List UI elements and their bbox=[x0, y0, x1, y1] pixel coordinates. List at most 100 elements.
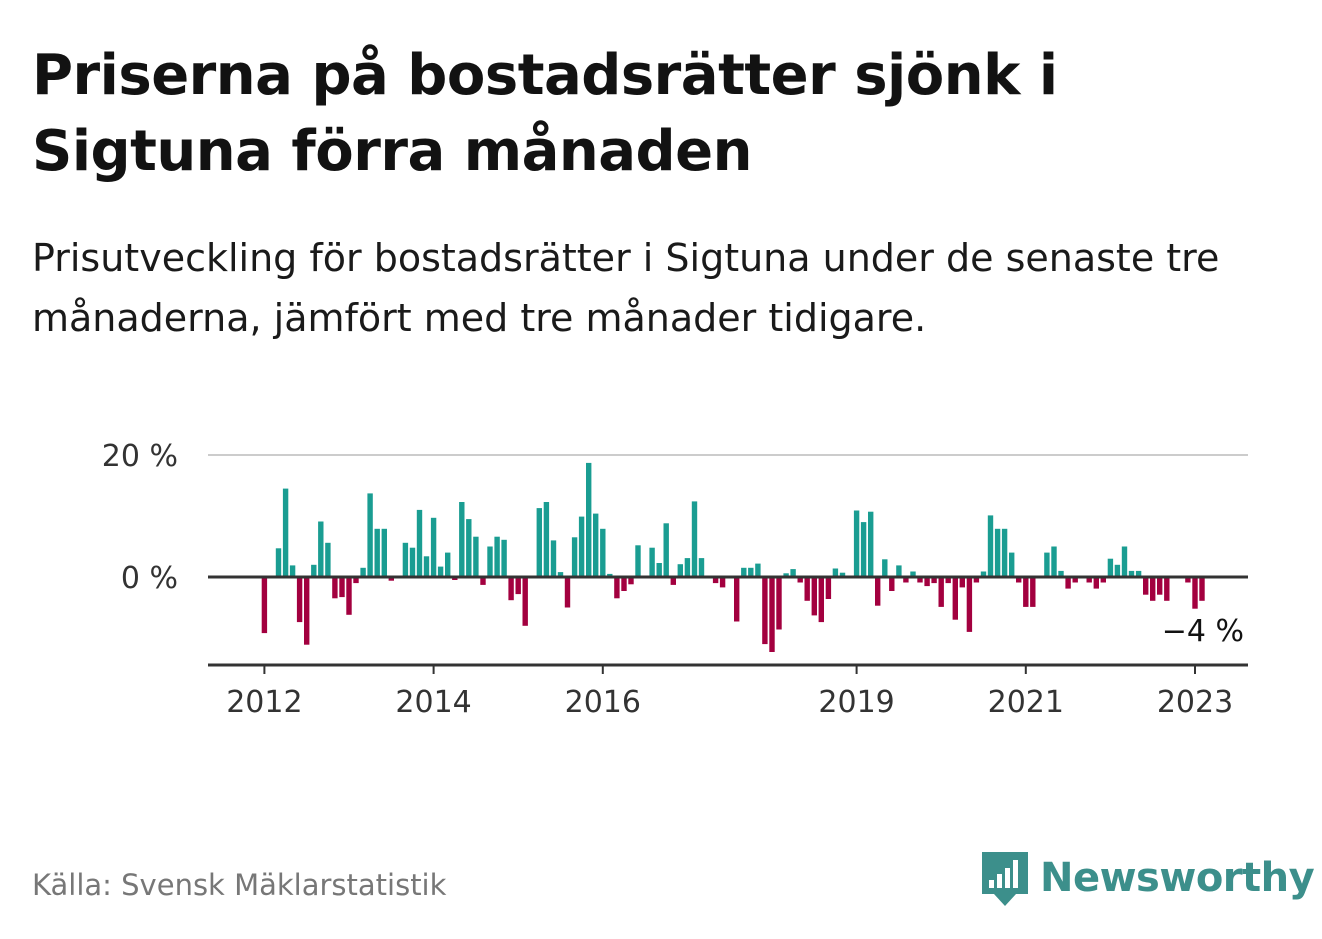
bar-positive bbox=[656, 563, 662, 577]
x-tick-label: 2012 bbox=[226, 685, 302, 720]
bar-negative bbox=[628, 577, 634, 585]
bar-positive bbox=[882, 559, 888, 577]
bar-positive bbox=[1121, 546, 1128, 577]
bar-negative bbox=[346, 577, 352, 615]
bar-negative bbox=[621, 577, 627, 591]
bar-negative bbox=[966, 577, 973, 632]
bar-negative bbox=[804, 577, 810, 601]
x-tick-label: 2016 bbox=[565, 685, 641, 720]
axes bbox=[208, 575, 1248, 674]
bar-positive bbox=[501, 539, 507, 577]
bar-positive bbox=[571, 537, 578, 577]
bar-negative bbox=[973, 577, 980, 583]
bar-positive bbox=[1114, 564, 1121, 577]
bar-positive bbox=[868, 511, 874, 577]
bar-negative bbox=[670, 577, 676, 585]
bar-positive bbox=[748, 567, 754, 577]
bar-negative bbox=[1199, 577, 1205, 601]
bar-positive bbox=[790, 569, 796, 577]
bar-positive bbox=[466, 519, 472, 577]
bar-positive bbox=[600, 528, 606, 577]
bar-positive bbox=[360, 567, 366, 577]
bar-negative bbox=[719, 577, 726, 588]
bar-positive bbox=[1044, 552, 1050, 577]
bar-positive bbox=[282, 488, 289, 577]
y-tick-label: 20 % bbox=[102, 439, 178, 474]
bar-negative bbox=[353, 577, 359, 584]
bar-negative bbox=[564, 577, 571, 608]
bar-positive bbox=[607, 573, 613, 577]
bar-negative bbox=[938, 577, 944, 607]
bar-positive bbox=[783, 573, 789, 577]
bar-negative bbox=[515, 577, 521, 595]
bar-negative bbox=[339, 577, 345, 598]
bar-negative bbox=[818, 577, 824, 623]
bar-negative bbox=[889, 577, 895, 591]
bar-negative bbox=[917, 577, 923, 583]
bar-negative bbox=[614, 577, 620, 599]
bar-positive bbox=[1128, 570, 1135, 577]
bar-positive bbox=[980, 571, 987, 577]
bar-negative bbox=[1065, 577, 1071, 589]
bar-positive bbox=[578, 516, 585, 577]
source-note: Källa: Svensk Mäklarstatistik bbox=[32, 868, 447, 902]
bar-positive bbox=[459, 502, 465, 577]
bar-positive bbox=[910, 571, 916, 577]
newsworthy-logo-icon bbox=[982, 852, 1028, 906]
x-tick-label: 2021 bbox=[988, 685, 1064, 720]
bar-negative bbox=[508, 577, 514, 601]
bar-negative bbox=[1072, 577, 1078, 583]
bar-negative bbox=[388, 577, 394, 581]
bar-negative bbox=[931, 577, 937, 584]
bar-negative bbox=[769, 577, 775, 652]
bar-series bbox=[261, 462, 1205, 652]
bar-negative bbox=[776, 577, 782, 630]
bar-positive bbox=[402, 542, 409, 577]
bar-positive bbox=[275, 548, 282, 577]
bar-positive bbox=[860, 522, 867, 577]
bar-positive bbox=[318, 521, 324, 577]
bar-positive bbox=[677, 564, 683, 577]
bar-positive bbox=[663, 523, 669, 577]
bar-positive bbox=[1001, 528, 1008, 577]
brand-name: Newsworthy bbox=[1040, 855, 1315, 901]
bar-positive bbox=[987, 515, 994, 577]
bar-positive bbox=[381, 528, 387, 577]
x-tick-label: 2023 bbox=[1157, 685, 1233, 720]
bar-negative bbox=[1086, 577, 1092, 583]
bar-negative bbox=[1157, 577, 1163, 595]
last-value-label: −4 % bbox=[1162, 614, 1244, 649]
bar-positive bbox=[487, 546, 493, 577]
bar-negative bbox=[825, 577, 832, 599]
bar-positive bbox=[896, 565, 902, 577]
bar-positive bbox=[853, 510, 860, 577]
bar-positive bbox=[437, 566, 444, 577]
bar-negative bbox=[480, 577, 486, 585]
bar-negative bbox=[1016, 577, 1022, 583]
bar-positive bbox=[494, 536, 500, 577]
x-tick-label: 2019 bbox=[818, 685, 894, 720]
bar-positive bbox=[374, 528, 380, 577]
bar-positive bbox=[755, 563, 761, 577]
bar-negative bbox=[811, 577, 817, 616]
chart-subtitle: Prisutveckling för bostadsrätter i Sigtu… bbox=[32, 236, 1220, 340]
bar-negative bbox=[1100, 577, 1106, 583]
y-tick-label: 0 % bbox=[121, 561, 178, 596]
bar-positive bbox=[1107, 558, 1114, 577]
bar-positive bbox=[536, 508, 542, 577]
bar-negative bbox=[875, 577, 881, 606]
newsworthy-logo[interactable]: Newsworthy bbox=[980, 848, 1315, 908]
bar-positive bbox=[473, 536, 479, 577]
bar-positive bbox=[289, 565, 296, 577]
bar-negative bbox=[1030, 577, 1036, 607]
bar-positive bbox=[994, 528, 1001, 577]
bar-negative bbox=[952, 577, 958, 620]
bar-positive bbox=[832, 568, 839, 577]
bar-negative bbox=[959, 577, 965, 588]
axis-labels: 20 % 0 % 2012 2014 2016 2019 2021 2023 −4 % bbox=[102, 439, 1244, 720]
bar-negative bbox=[945, 577, 951, 584]
bar-positive bbox=[586, 462, 592, 577]
bar-positive bbox=[445, 552, 451, 577]
bar-positive bbox=[649, 547, 655, 577]
bar-negative bbox=[1192, 577, 1198, 609]
